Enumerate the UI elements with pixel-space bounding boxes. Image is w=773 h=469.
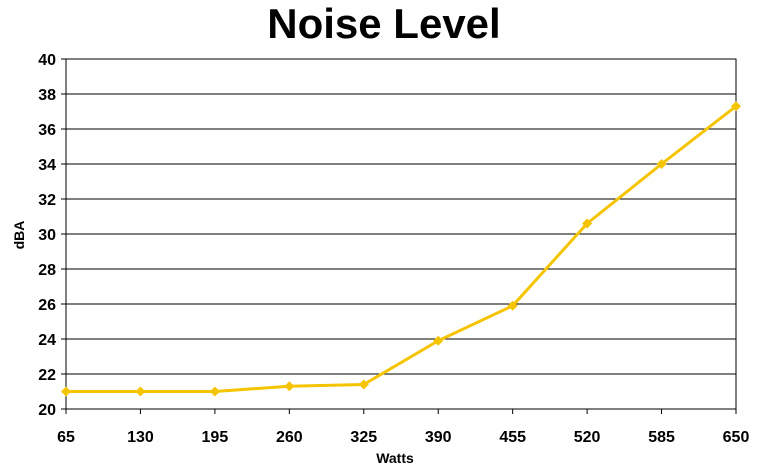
series-line-0	[66, 105, 737, 393]
x-tick-label: 455	[499, 429, 526, 446]
x-tick-label: 65	[57, 429, 75, 446]
y-tick-label: 34	[38, 157, 56, 174]
data-point-325	[358, 379, 369, 390]
x-tick-label: 390	[425, 429, 452, 446]
x-tick-label: 520	[574, 429, 601, 446]
x-tick-label: 585	[648, 429, 675, 446]
y-tick-label: 22	[38, 367, 56, 384]
x-tick-label: 260	[276, 429, 303, 446]
data-point-455	[507, 300, 518, 311]
y-tick-label: 26	[38, 297, 56, 314]
y-tick-label: 30	[38, 227, 56, 244]
x-tick-label: 650	[723, 429, 750, 446]
chart-title: Noise Level	[267, 0, 500, 47]
x-tick-label: 325	[350, 429, 377, 446]
x-axis-ticks: 65 130 195 260 325 390 455 520 585 650	[57, 409, 749, 446]
y-tick-label: 36	[38, 122, 56, 139]
x-tick-label: 130	[127, 429, 154, 446]
y-tick-label: 40	[38, 52, 56, 69]
x-tick-label: 195	[202, 429, 229, 446]
y-axis-label: dBA	[11, 221, 27, 250]
data-point-390	[433, 335, 444, 346]
data-point-260	[284, 381, 295, 392]
y-tick-label: 38	[38, 87, 56, 104]
data-point-65	[61, 386, 71, 397]
x-axis-label: Watts	[376, 450, 414, 466]
y-tick-label: 20	[38, 402, 56, 419]
y-tick-label: 32	[38, 192, 56, 209]
gridlines	[66, 58, 736, 410]
data-point-585	[656, 159, 667, 169]
y-axis-ticks: 20 22 24 26 28 30 32 34 36 38 40	[38, 52, 66, 419]
data-point-520	[582, 218, 593, 229]
y-tick-label: 24	[38, 332, 56, 349]
data-point-130	[135, 386, 146, 397]
y-tick-label: 28	[38, 262, 56, 279]
data-point-650	[731, 101, 741, 112]
data-point-195	[209, 386, 220, 397]
series-layer	[61, 101, 741, 397]
